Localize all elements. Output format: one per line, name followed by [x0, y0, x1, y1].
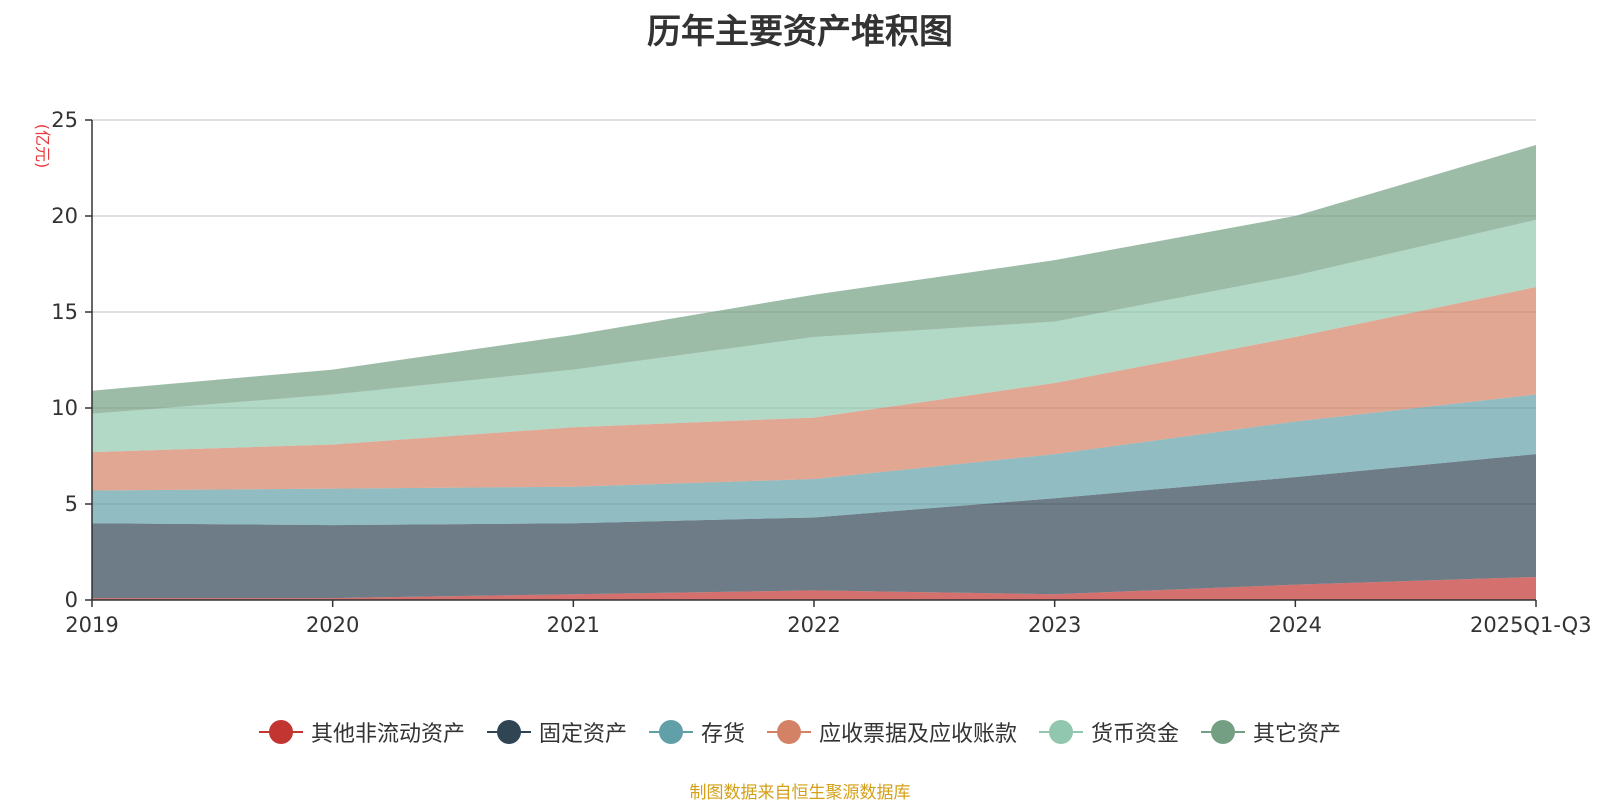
legend-label: 存货: [700, 722, 745, 747]
legend-marker-icon: [1201, 719, 1246, 745]
x-tick-label-4: 2023: [1028, 613, 1081, 637]
legend-marker-icon: [648, 719, 693, 745]
axes: [85, 119, 1537, 607]
x-tick-label-6: 2025Q1-Q3: [1470, 613, 1592, 637]
legend-marker-icon: [1039, 719, 1084, 745]
legend-label: 其他非流动资产: [310, 722, 465, 747]
x-tick-label-1: 2020: [306, 613, 359, 637]
tick-labels: 0 5 10 15 20 25 2019 2020 2021 2022 2023 2024 2025Q1…: [33, 108, 1592, 637]
y-tick-label-5: 5: [65, 492, 78, 516]
x-tick-label-5: 2024: [1269, 613, 1322, 637]
legend-item-1[interactable]: 固定资产: [486, 716, 627, 748]
area-series-5: [92, 144, 1536, 414]
area-series-2: [92, 394, 1536, 526]
legend-item-3[interactable]: 应收票据及应收账款: [767, 716, 1017, 748]
legend-item-2[interactable]: 存货: [648, 716, 745, 748]
legend-marker-icon: [767, 719, 811, 745]
y-tick-label-10: 10: [51, 396, 78, 420]
legend-marker-icon: [486, 719, 531, 745]
legend-label: 其它资产: [1253, 722, 1342, 747]
legend-label: 货币资金: [1091, 722, 1180, 747]
area-series-0: [92, 576, 1536, 600]
legend: 其他非流动资产 固定资产 存货 应收票据及应收账款 货币资金 其它资产: [0, 716, 1600, 748]
legend-marker-icon: [258, 719, 303, 745]
y-tick-label-0: 0: [65, 588, 78, 612]
y-tick-label-20: 20: [51, 204, 78, 228]
legend-item-0[interactable]: 其他非流动资产: [258, 716, 465, 748]
x-tick-label-3: 2022: [787, 613, 840, 637]
legend-label: 应收票据及应收账款: [819, 722, 1018, 747]
area-series-1: [92, 454, 1536, 599]
area-series: [92, 144, 1536, 600]
x-tick-label-2: 2021: [547, 613, 600, 637]
legend-item-4[interactable]: 货币资金: [1039, 716, 1179, 748]
chart-title: 历年主要资产堆积图: [647, 12, 953, 52]
y-tick-label-15: 15: [51, 300, 78, 324]
legend-label: 固定资产: [538, 722, 627, 747]
y-tick-label-25: 25: [51, 108, 78, 132]
area-series-4: [92, 219, 1536, 453]
x-tick-label-0: 2019: [65, 613, 118, 637]
y-axis-unit: (亿元): [33, 124, 52, 169]
legend-item-5[interactable]: 其它资产: [1201, 716, 1341, 748]
source-note: 制图数据来自恒生聚源数据库: [689, 783, 911, 803]
area-series-3: [92, 287, 1536, 491]
